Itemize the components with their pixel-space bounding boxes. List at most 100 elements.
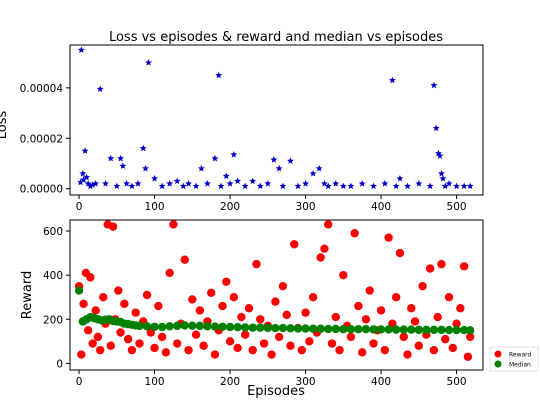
median-point [369, 325, 378, 334]
reward-point [444, 293, 454, 302]
loss-point [211, 154, 219, 162]
reward-point [339, 270, 348, 280]
reward-x-tick-label: 400 [371, 376, 391, 388]
loss-point [107, 154, 115, 162]
loss-point [453, 182, 460, 190]
loss-point [145, 59, 152, 66]
loss-point [92, 180, 100, 187]
loss-y-tick-label: 0.00002 [20, 133, 63, 145]
reward-y-tick-label: 600 [43, 226, 63, 238]
loss-point [264, 180, 272, 187]
loss-point [86, 182, 94, 190]
median-point [429, 325, 439, 335]
reward-point [331, 312, 340, 322]
loss-point [217, 182, 225, 190]
loss-plot-frame [69, 44, 484, 196]
loss-point [370, 182, 377, 190]
loss-point [309, 169, 317, 177]
loss-point [332, 180, 340, 187]
median-point [188, 321, 197, 330]
loss-point [339, 182, 347, 190]
legend-label-reward: Reward [509, 352, 532, 359]
reward-point [335, 345, 344, 355]
reward-point [157, 332, 167, 342]
loss-point [270, 156, 278, 163]
reward-x-tick-label: 200 [220, 376, 240, 388]
median-point [391, 325, 401, 334]
reward-point [407, 304, 416, 313]
reward-point [123, 334, 133, 344]
median-point [301, 324, 310, 333]
median-point [233, 323, 242, 332]
loss-point [192, 182, 200, 190]
loss-x-tick-label: 100 [145, 201, 165, 213]
median-point [271, 323, 280, 333]
reward-point [316, 253, 325, 262]
reward-point [154, 301, 163, 311]
loss-x-ticks: 0 100 200 300 400 500 [76, 195, 467, 213]
loss-point [392, 182, 400, 190]
loss-point [203, 180, 211, 187]
loss-point [226, 180, 234, 187]
reward-point [237, 312, 246, 322]
loss-points [77, 46, 474, 190]
reward-point [218, 301, 227, 311]
loss-point [381, 180, 389, 187]
median-point [165, 322, 174, 331]
median-point [218, 322, 227, 331]
loss-x-tick-label: 0 [76, 201, 83, 213]
reward-point [282, 310, 291, 320]
reward-point [83, 326, 93, 335]
reward-point [369, 339, 378, 348]
reward-point [77, 350, 86, 359]
loss-point [234, 177, 242, 185]
loss-point [388, 76, 396, 84]
median-point [210, 322, 220, 331]
loss-point [432, 124, 440, 132]
reward-y-tick-label: 200 [43, 314, 63, 326]
loss-point [404, 182, 411, 190]
reward-point [91, 306, 100, 315]
reward-point [244, 304, 254, 313]
loss-point [102, 180, 109, 187]
reward-point [135, 339, 144, 348]
reward-point [169, 220, 178, 229]
reward-point [173, 339, 182, 348]
reward-point [120, 299, 129, 309]
reward-point [116, 328, 125, 337]
median-point [248, 323, 257, 332]
reward-point [86, 273, 95, 282]
median-point [150, 322, 159, 331]
reward-point [350, 229, 359, 238]
median-point [203, 322, 212, 331]
median-point [293, 324, 303, 333]
loss-point [415, 180, 423, 187]
reward-point [395, 248, 405, 258]
reward-point [308, 293, 318, 302]
legend-marker-reward [494, 350, 502, 358]
reward-point [278, 281, 288, 291]
median-point [240, 323, 250, 332]
loss-point [151, 175, 158, 182]
loss-point [241, 182, 249, 190]
reward-point [142, 290, 152, 300]
reward-point [327, 339, 337, 348]
loss-point [185, 180, 192, 187]
loss-point [287, 157, 294, 164]
reward-point [286, 341, 295, 350]
reward-point [161, 348, 171, 357]
loss-x-tick-label: 200 [220, 201, 240, 213]
reward-point [437, 259, 446, 269]
reward-point [441, 334, 450, 344]
median-point [465, 326, 475, 335]
reward-point [256, 315, 265, 324]
reward-point [114, 286, 123, 295]
loss-point [215, 71, 223, 79]
median-point [437, 325, 446, 335]
loss-point [89, 181, 97, 188]
loss-point [358, 180, 366, 187]
reward-x-ticks: 0 100 200 300 400 500 [76, 370, 467, 388]
loss-point [438, 169, 445, 177]
loss-point [315, 164, 323, 172]
loss-point [77, 46, 85, 53]
